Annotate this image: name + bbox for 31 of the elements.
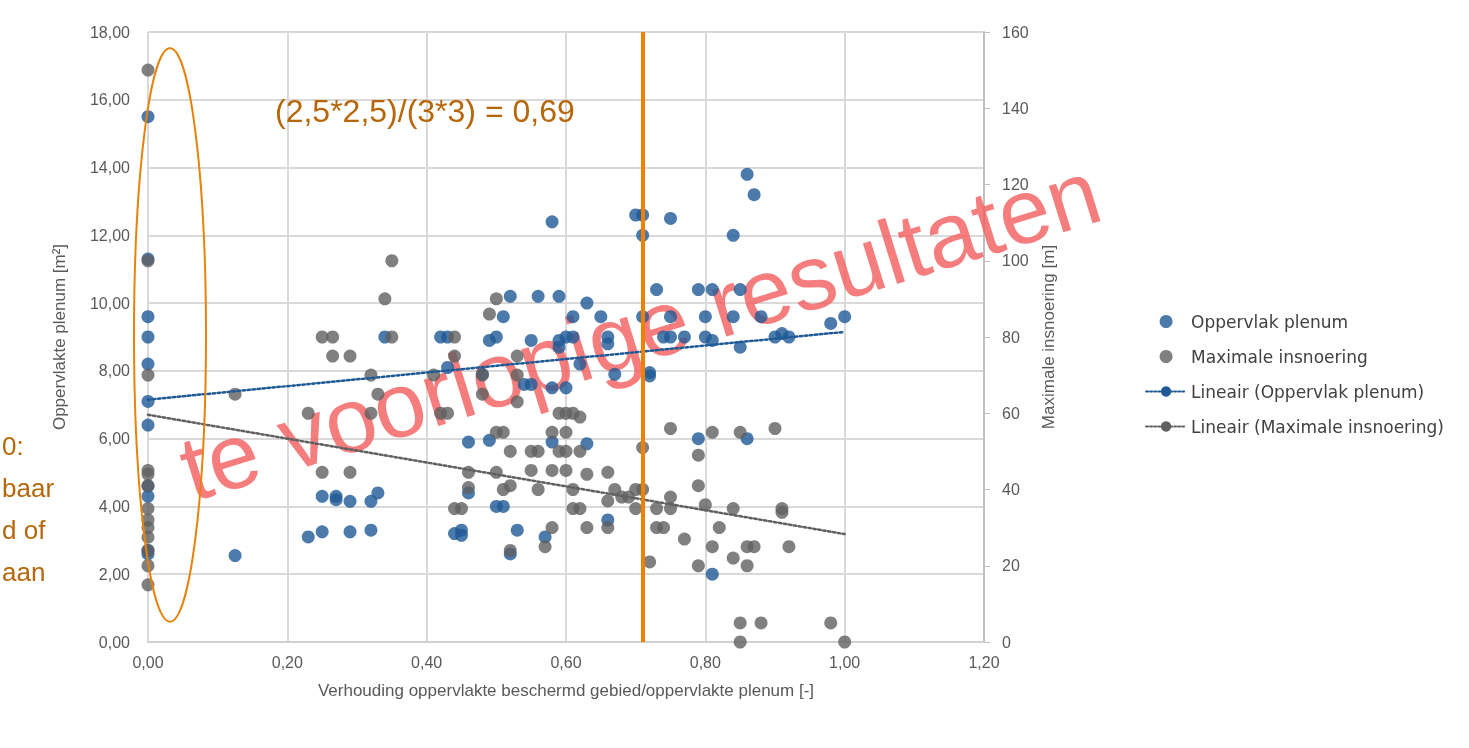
y-tick-label: 14,00 [89, 159, 131, 177]
y-tick-label: 18,00 [89, 23, 131, 41]
y2-tick-label: 60 [1002, 404, 1020, 422]
y-tick-label: 12,00 [89, 226, 131, 244]
y-axis-title: Oppervlakte plenum [m²] [50, 243, 69, 431]
legend-label: Lineair (Oppervlak plenum) [1191, 381, 1425, 402]
y-tick-label: 8,00 [98, 362, 131, 380]
x-tick-label: 0,00 [132, 653, 164, 671]
y-tick-label: 10,00 [89, 294, 131, 312]
y-tick-label: 0,00 [98, 633, 131, 651]
x-axis-title: Verhouding oppervlakte beschermd gebied/oppervlakte plenum [-] [317, 681, 815, 700]
x-tick-label: 0,60 [550, 653, 582, 671]
x-tick-label: 0,40 [411, 653, 443, 671]
legend-label: Lineair (Maximale insnoering) [1191, 416, 1445, 437]
y2-tick-label: 140 [1002, 99, 1029, 117]
y2-tick-label: 20 [1002, 557, 1020, 575]
x-tick-label: 1,20 [968, 653, 1000, 671]
y2-tick-label: 40 [1002, 481, 1020, 498]
x-tick-label: 1,00 [829, 653, 861, 671]
annotation: (2,5*2,5)/(3*3) = 0,69 [275, 93, 575, 129]
y-tick-label: 2,00 [98, 565, 131, 583]
x-tick-label: 0,20 [271, 653, 304, 671]
text: 0: baar d of aan [2, 431, 55, 587]
y-tick-label: 4,00 [98, 497, 131, 515]
y2-tick-label: 0 [1002, 633, 1011, 651]
y2-tick-label: 160 [1002, 23, 1029, 41]
y-tick-label: 6,00 [98, 430, 131, 448]
x-tick-label: 0,80 [689, 653, 722, 671]
legend-label: Maximale insnoering [1191, 346, 1368, 367]
legend-label: Oppervlak plenum [1191, 311, 1349, 332]
y-tick-label: 16,00 [89, 91, 131, 109]
